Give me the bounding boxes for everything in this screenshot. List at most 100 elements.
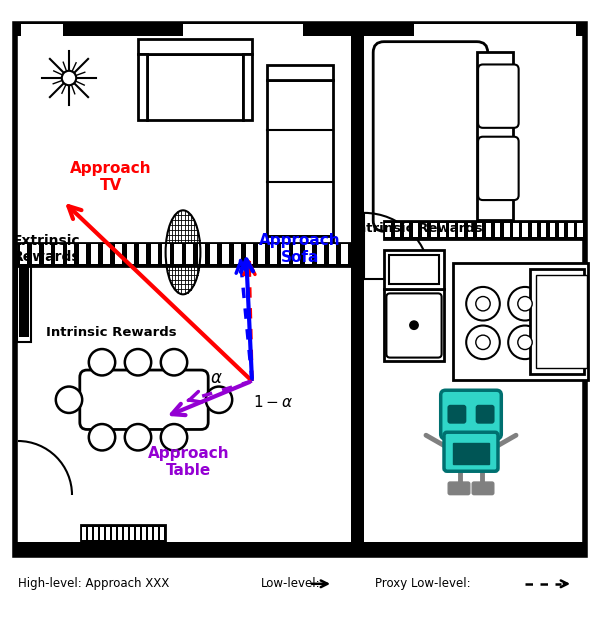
Bar [151,244,158,265]
Bar [112,527,116,540]
Bar [82,527,86,540]
Bar [413,223,418,237]
FancyBboxPatch shape [478,64,518,128]
Bar [198,244,205,265]
Bar [130,527,133,540]
Text: Extrinsic
Rewards: Extrinsic Rewards [13,234,80,264]
FancyBboxPatch shape [80,370,208,430]
Bar [127,244,134,265]
Bar [88,527,92,540]
Bar [118,527,122,540]
Circle shape [161,349,187,376]
Bar [453,443,489,464]
Bar [477,53,513,221]
Bar [267,237,333,252]
Bar [293,244,301,265]
Bar [351,24,364,555]
FancyBboxPatch shape [476,406,493,423]
Bar [103,244,110,265]
Bar [234,244,241,265]
Circle shape [466,287,500,321]
Bar [148,527,151,540]
Bar [20,244,27,265]
Bar [55,244,62,265]
Bar [163,244,170,265]
Circle shape [466,326,500,359]
Text: $\alpha$: $\alpha$ [209,369,223,387]
Text: High-level: Approach XXX: High-level: Approach XXX [18,577,169,590]
Circle shape [89,424,115,451]
Bar [422,223,427,237]
Bar [329,244,336,265]
Text: Approach
Table: Approach Table [148,446,230,478]
Text: Intrinsic Rewards: Intrinsic Rewards [46,326,176,339]
Bar [513,223,519,237]
Bar [440,223,446,237]
Bar [15,542,585,555]
Bar [523,223,528,237]
Bar [559,223,565,237]
Bar [15,24,585,555]
Bar [91,244,98,265]
Bar [147,54,243,120]
Bar [160,527,163,540]
FancyBboxPatch shape [373,41,488,231]
Bar [458,223,464,237]
Bar [106,527,110,540]
Bar [453,263,588,380]
Bar [384,250,444,289]
Bar [395,223,400,237]
Bar [504,223,509,237]
Circle shape [56,386,82,413]
Bar [317,244,324,265]
Circle shape [518,335,532,350]
Bar [67,244,74,265]
Text: Low-level:: Low-level: [261,577,320,590]
Bar [183,24,303,36]
Bar [154,527,157,540]
Bar [257,244,265,265]
Bar [467,223,473,237]
Bar [222,244,229,265]
Bar [246,244,253,265]
Bar [138,39,252,54]
Bar [44,244,51,265]
Circle shape [125,349,151,376]
Bar [495,223,500,237]
Bar [79,244,86,265]
Bar [541,223,546,237]
Bar [115,244,122,265]
Bar [19,260,29,337]
Circle shape [518,297,532,311]
Bar [305,244,313,265]
Circle shape [476,335,490,350]
Bar [486,223,491,237]
Bar [530,269,584,374]
Bar [550,223,556,237]
Bar [568,223,574,237]
Text: Approach
TV: Approach TV [70,161,152,193]
FancyBboxPatch shape [472,482,494,494]
Bar [449,223,455,237]
Bar [384,221,585,239]
Bar [138,54,147,120]
Bar [431,223,437,237]
Bar [18,542,33,555]
Bar [139,244,146,265]
FancyBboxPatch shape [441,390,502,439]
Bar [414,24,576,36]
Circle shape [89,349,115,376]
FancyBboxPatch shape [448,482,470,494]
FancyBboxPatch shape [444,432,498,472]
Bar [100,527,104,540]
FancyBboxPatch shape [449,406,466,423]
Bar [577,223,583,237]
Circle shape [508,287,542,321]
Ellipse shape [166,210,200,294]
Bar [269,244,277,265]
Bar [186,244,193,265]
Bar [94,527,98,540]
Text: Proxy Low-level:: Proxy Low-level: [375,577,470,590]
Bar [142,527,146,540]
Bar [267,80,333,237]
